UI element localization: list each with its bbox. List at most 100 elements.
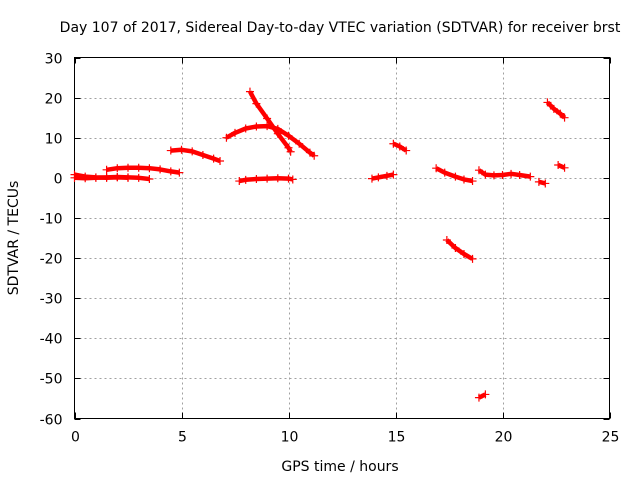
data-point <box>459 175 468 184</box>
y-tick-label: -30 <box>40 292 63 308</box>
data-point <box>134 163 143 172</box>
data-point <box>91 173 100 182</box>
x-axis-label: GPS time / hours <box>281 459 398 475</box>
data-point <box>198 150 207 159</box>
data-point <box>284 131 293 140</box>
data-point <box>534 177 543 186</box>
data-point <box>70 173 79 182</box>
data-segment-6 <box>245 87 295 156</box>
data-point <box>374 173 383 182</box>
y-axis-label: SDTVAR / TECUs <box>6 181 22 296</box>
data-point <box>440 168 449 177</box>
data-point <box>81 174 90 183</box>
data-point <box>273 129 282 138</box>
data-point <box>389 139 398 148</box>
data-point <box>216 156 225 165</box>
data-point <box>273 174 282 183</box>
data-point <box>468 254 477 263</box>
data-point <box>188 147 197 156</box>
data-point <box>113 164 122 173</box>
data-point <box>245 87 254 96</box>
x-tick-label: 5 <box>178 430 187 446</box>
data-point <box>102 165 111 174</box>
data-point <box>389 170 398 179</box>
data-point <box>498 171 507 180</box>
data-point <box>560 163 569 172</box>
data-segment-5 <box>222 122 319 160</box>
y-tick-label: 30 <box>45 52 63 68</box>
series-line <box>545 100 567 120</box>
data-point <box>543 98 552 107</box>
data-point <box>295 139 304 148</box>
data-segment-12 <box>474 166 535 181</box>
data-point <box>459 250 468 259</box>
y-tick-label: -20 <box>40 252 63 268</box>
data-point <box>560 113 569 122</box>
data-point <box>222 133 231 142</box>
chart-title: Day 107 of 2017, Sidereal Day-to-day VTE… <box>60 20 621 36</box>
data-point <box>175 168 184 177</box>
data-point <box>382 171 391 180</box>
data-point <box>526 172 535 181</box>
data-point <box>468 177 477 186</box>
data-point <box>286 147 295 156</box>
data-point <box>145 164 154 173</box>
series-line <box>477 168 531 179</box>
data-point <box>288 175 297 184</box>
data-point <box>451 172 460 181</box>
data-point <box>145 175 154 184</box>
data-point <box>241 175 250 184</box>
data-point <box>474 393 483 402</box>
plot-frame <box>74 57 610 419</box>
y-tick-label: -50 <box>40 372 63 388</box>
data-segment-11 <box>474 390 490 402</box>
data-point <box>252 122 261 131</box>
x-tick-label: 20 <box>495 430 513 446</box>
data-point <box>252 99 261 108</box>
data-point <box>507 169 516 178</box>
y-tick-label: 0 <box>54 172 63 188</box>
data-point <box>515 171 524 180</box>
data-point <box>554 160 563 169</box>
series-line <box>225 123 316 158</box>
data-point <box>541 179 550 188</box>
data-point <box>263 114 272 123</box>
data-segment-9 <box>432 164 477 186</box>
data-segment-8 <box>389 139 411 155</box>
data-point <box>481 390 490 399</box>
data-point <box>241 124 250 133</box>
data-point <box>166 167 175 176</box>
data-point <box>263 174 272 183</box>
data-segment-7 <box>367 170 398 183</box>
y-tick-label: -40 <box>40 332 63 348</box>
data-point <box>284 143 293 152</box>
x-tick-label: 15 <box>388 430 406 446</box>
x-tick-label: 0 <box>71 430 80 446</box>
data-point <box>231 128 239 137</box>
data-point <box>113 173 122 182</box>
data-point <box>124 163 132 172</box>
axis-ticks: 0 5 10 15 20 25 -60 -50 -40 -30 -20 -10 0 10 20 30 <box>40 52 620 446</box>
data-point <box>556 109 565 118</box>
x-tick-label: 25 <box>602 430 620 446</box>
data-point <box>310 151 319 160</box>
data-point <box>134 173 143 182</box>
data-segment-15 <box>554 160 569 172</box>
series-line <box>445 238 474 261</box>
data-segment-1 <box>70 173 154 184</box>
data-point <box>481 170 490 179</box>
data-point <box>402 146 411 155</box>
data-point <box>474 166 483 175</box>
data-segment-3 <box>166 145 225 165</box>
data-point <box>209 154 218 163</box>
data-point <box>235 177 244 186</box>
data-point <box>432 164 441 173</box>
y-tick-label: 20 <box>45 92 63 108</box>
data-point <box>102 173 111 182</box>
data-segment-2 <box>102 163 184 177</box>
data-point <box>252 175 261 184</box>
data-point <box>124 173 132 182</box>
data-point <box>284 174 293 183</box>
y-tick-label: -10 <box>40 212 63 228</box>
